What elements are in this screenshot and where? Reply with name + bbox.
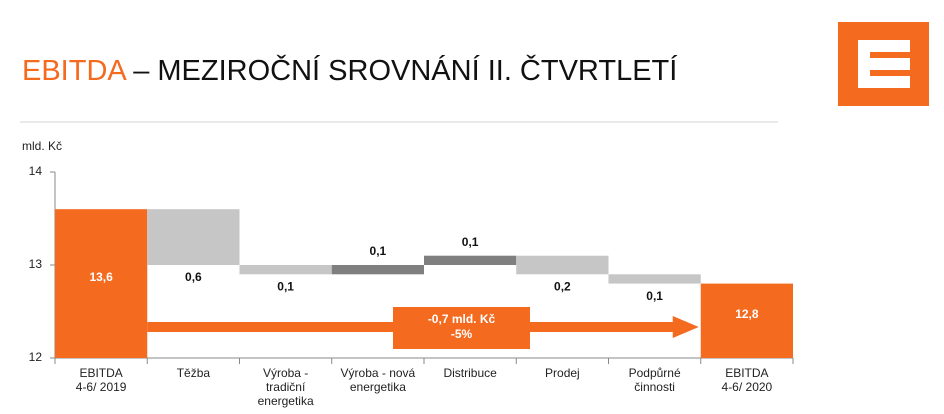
x-tick-label: tradiční	[266, 380, 306, 394]
y-tick-label: 12	[29, 350, 43, 364]
x-tick-label: energetika	[350, 380, 406, 394]
delta-bar	[147, 209, 240, 265]
x-tick-label: Distribuce	[443, 366, 497, 380]
delta-bar	[516, 255, 609, 275]
y-tick-label: 13	[29, 257, 43, 271]
title-rest: – MEZIROČNÍ SROVNÁNÍ II. ČTVRTLETÍ	[133, 53, 678, 87]
x-tick-label: Výroba -	[263, 366, 308, 380]
delta-bar	[424, 255, 517, 265]
slide-title: EBITDA – MEZIROČNÍ SROVNÁNÍ II. ČTVRTLET…	[22, 53, 678, 87]
x-tick-label: EBITDA	[79, 366, 122, 380]
x-tick-label: 4-6/ 2020	[722, 380, 773, 394]
x-tick-label: 4-6/ 2019	[76, 380, 127, 394]
delta-bar	[331, 265, 424, 275]
value-label: 13,6	[89, 270, 113, 284]
delta-bar	[239, 265, 332, 275]
value-label: 0,1	[370, 244, 387, 258]
x-tick-label: energetika	[258, 394, 314, 408]
x-tick-label: EBITDA	[725, 366, 768, 380]
total-bar	[700, 283, 793, 358]
value-label: 12,8	[735, 307, 759, 321]
value-label: 0,1	[462, 235, 479, 249]
value-label: 0,6	[185, 270, 202, 284]
x-tick-label: Prodej	[545, 366, 580, 380]
total-bar	[55, 209, 148, 358]
value-label: 0,2	[554, 279, 571, 293]
logo	[838, 22, 929, 106]
logo-mark	[858, 40, 910, 88]
x-tick-label: Těžba	[177, 366, 211, 380]
x-tick-label: Podpůrné	[629, 366, 681, 380]
annotation-arrowhead	[672, 316, 699, 338]
value-label: 0,1	[646, 289, 663, 303]
value-label: 0,1	[277, 279, 294, 293]
annotation-text: -0,7 mld. Kč	[428, 312, 496, 326]
y-tick-label: 14	[29, 164, 43, 178]
x-tick-label: činnosti	[634, 380, 675, 394]
annotation-box	[393, 307, 530, 349]
annotation-text: -5%	[451, 327, 473, 341]
y-axis-label: mld. Kč	[22, 139, 62, 153]
x-tick-label: Výroba - nová	[341, 366, 416, 380]
title-highlight: EBITDA	[22, 55, 127, 87]
delta-bar	[608, 274, 701, 284]
